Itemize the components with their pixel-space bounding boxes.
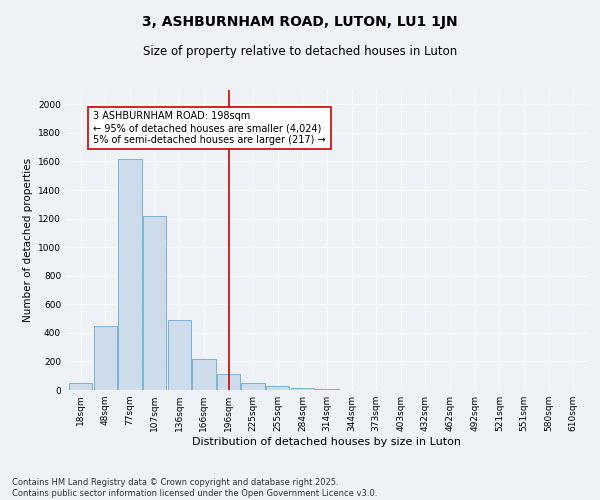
- Bar: [118, 158, 142, 390]
- Text: 3, ASHBURNHAM ROAD, LUTON, LU1 1JN: 3, ASHBURNHAM ROAD, LUTON, LU1 1JN: [142, 15, 458, 29]
- Bar: [143, 216, 166, 390]
- Text: 3 ASHBURNHAM ROAD: 198sqm
← 95% of detached houses are smaller (4,024)
5% of sem: 3 ASHBURNHAM ROAD: 198sqm ← 95% of detac…: [93, 112, 326, 144]
- Bar: [192, 358, 215, 390]
- Bar: [167, 320, 191, 390]
- Bar: [290, 388, 314, 390]
- Bar: [94, 326, 117, 390]
- Y-axis label: Number of detached properties: Number of detached properties: [23, 158, 32, 322]
- X-axis label: Distribution of detached houses by size in Luton: Distribution of detached houses by size …: [193, 437, 461, 447]
- Text: Contains HM Land Registry data © Crown copyright and database right 2025.
Contai: Contains HM Land Registry data © Crown c…: [12, 478, 377, 498]
- Bar: [316, 389, 338, 390]
- Bar: [241, 383, 265, 390]
- Bar: [217, 374, 240, 390]
- Bar: [266, 386, 289, 390]
- Text: Size of property relative to detached houses in Luton: Size of property relative to detached ho…: [143, 45, 457, 58]
- Bar: [69, 383, 92, 390]
